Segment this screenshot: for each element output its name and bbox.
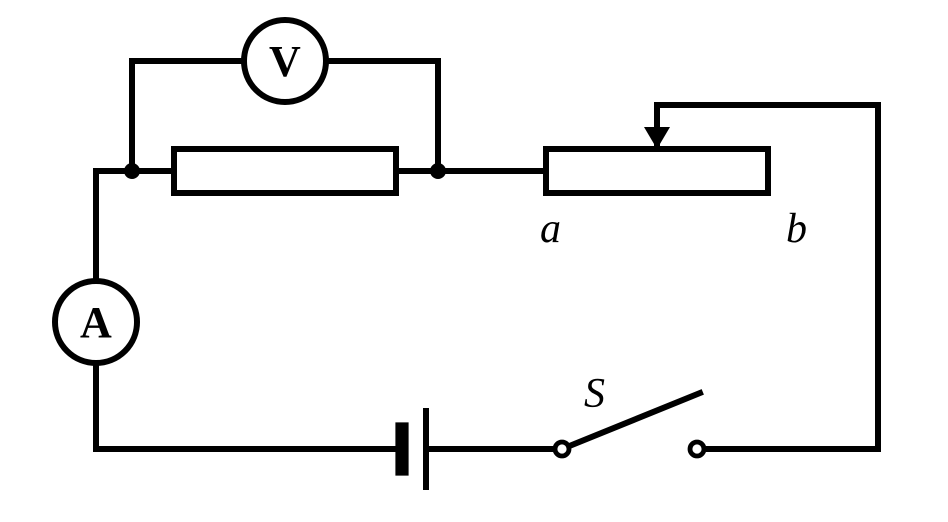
rheostat-terminal-a-label: a: [540, 205, 561, 253]
circuit-diagram: [0, 0, 948, 522]
voltmeter-label: V: [269, 36, 301, 87]
ammeter-label: A: [80, 297, 112, 348]
switch-label: S: [584, 370, 605, 418]
rheostat-terminal-b-label: b: [786, 205, 807, 253]
